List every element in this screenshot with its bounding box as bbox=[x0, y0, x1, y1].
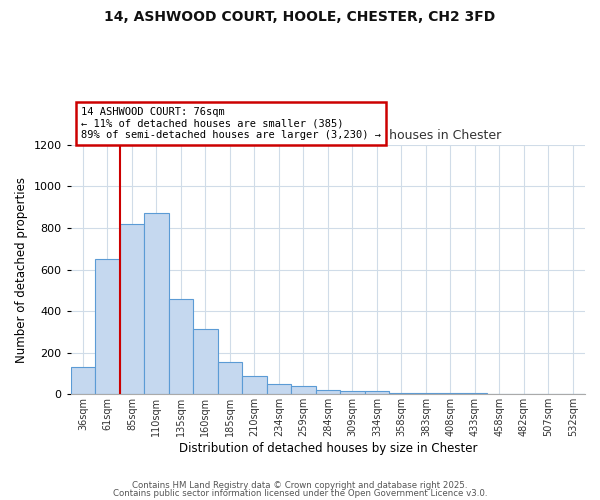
Bar bbox=[316, 390, 340, 394]
Bar bbox=[71, 368, 95, 394]
Title: Size of property relative to detached houses in Chester: Size of property relative to detached ho… bbox=[155, 130, 501, 142]
Bar bbox=[95, 259, 119, 394]
Y-axis label: Number of detached properties: Number of detached properties bbox=[15, 176, 28, 362]
Bar bbox=[242, 376, 266, 394]
Bar bbox=[291, 386, 316, 394]
Bar bbox=[266, 384, 291, 394]
Bar bbox=[144, 214, 169, 394]
Text: Contains public sector information licensed under the Open Government Licence v3: Contains public sector information licen… bbox=[113, 488, 487, 498]
Bar bbox=[169, 298, 193, 394]
Bar bbox=[340, 391, 365, 394]
Text: 14, ASHWOOD COURT, HOOLE, CHESTER, CH2 3FD: 14, ASHWOOD COURT, HOOLE, CHESTER, CH2 3… bbox=[104, 10, 496, 24]
Text: 14 ASHWOOD COURT: 76sqm
← 11% of detached houses are smaller (385)
89% of semi-d: 14 ASHWOOD COURT: 76sqm ← 11% of detache… bbox=[81, 106, 381, 140]
Bar bbox=[365, 391, 389, 394]
X-axis label: Distribution of detached houses by size in Chester: Distribution of detached houses by size … bbox=[179, 442, 477, 455]
Text: Contains HM Land Registry data © Crown copyright and database right 2025.: Contains HM Land Registry data © Crown c… bbox=[132, 481, 468, 490]
Bar bbox=[218, 362, 242, 394]
Bar bbox=[193, 329, 218, 394]
Bar bbox=[389, 392, 413, 394]
Bar bbox=[119, 224, 144, 394]
